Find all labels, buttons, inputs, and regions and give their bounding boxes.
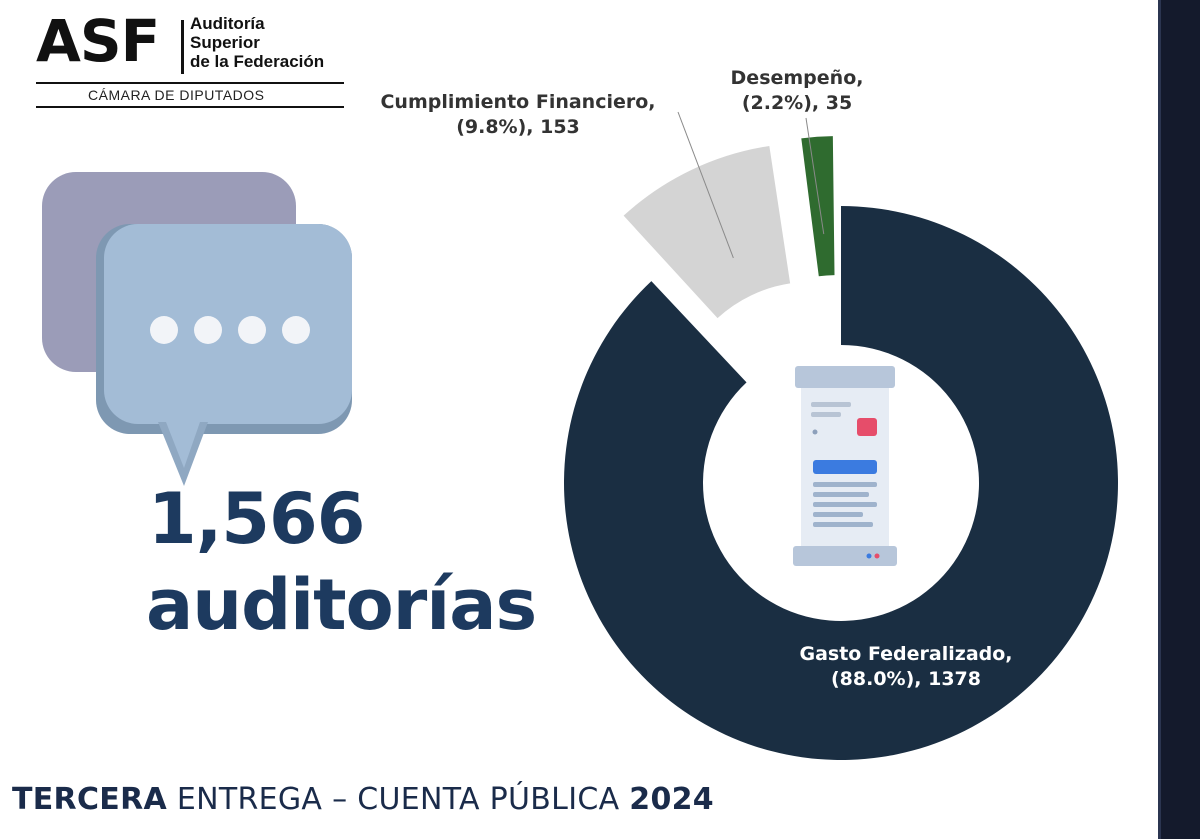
chat-bubbles-icon xyxy=(38,168,358,498)
logo-subtitle: CÁMARA DE DIPUTADOS xyxy=(88,87,265,103)
audit-count-label: auditorías xyxy=(146,564,537,646)
slice-label-gasto-line1: Gasto Federalizado, xyxy=(799,643,1013,665)
logo-name-line-3: de la Federación xyxy=(190,52,325,71)
logo-abbr: ASF xyxy=(36,7,160,75)
footer-title: TERCERA ENTREGA – CUENTA PÚBLICA 2024 xyxy=(12,782,714,817)
footer-part-3: 2024 xyxy=(629,782,714,817)
right-edge-border xyxy=(1158,0,1161,839)
leader-line-2 xyxy=(805,117,825,235)
slice-label-desempeno: Desempeño, (2.2%), 35 xyxy=(722,66,872,116)
footer-part-2: ENTREGA – CUENTA PÚBLICA xyxy=(167,782,630,817)
donut-slice-gasto-federalizado xyxy=(564,206,1118,760)
logo-divider xyxy=(181,20,184,74)
document-report-icon xyxy=(793,366,897,566)
slice-label-cumplimiento-line2: (9.8%), 153 xyxy=(456,116,580,138)
asf-logo: ASF Auditoría Superior de la Federación … xyxy=(36,7,346,114)
slice-label-desempeno-line1: Desempeño, xyxy=(730,67,864,89)
logo-name: Auditoría Superior de la Federación xyxy=(190,14,324,71)
logo-name-line-1: Auditoría xyxy=(190,14,265,33)
donut-slice-desempeno xyxy=(801,136,835,277)
leader-line-1 xyxy=(677,111,734,259)
slice-label-cumplimiento-financiero: Cumplimiento Financiero, (9.8%), 153 xyxy=(368,90,668,140)
slice-label-desempeno-line2: (2.2%), 35 xyxy=(741,92,853,114)
slice-label-gasto-line2: (88.0%), 1378 xyxy=(831,668,981,690)
slice-label-gasto-federalizado: Gasto Federalizado, (88.0%), 1378 xyxy=(786,642,1026,692)
footer-part-1: TERCERA xyxy=(12,782,167,817)
donut-slice-cumplimiento-financiero xyxy=(623,145,791,319)
slice-label-cumplimiento-line1: Cumplimiento Financiero, xyxy=(380,91,656,113)
audit-count: 1,566 xyxy=(148,478,365,560)
right-edge-panel xyxy=(1158,0,1200,839)
logo-rule-top xyxy=(36,82,344,84)
logo-name-line-2: Superior xyxy=(190,33,260,52)
logo-rule-bottom xyxy=(36,106,344,108)
